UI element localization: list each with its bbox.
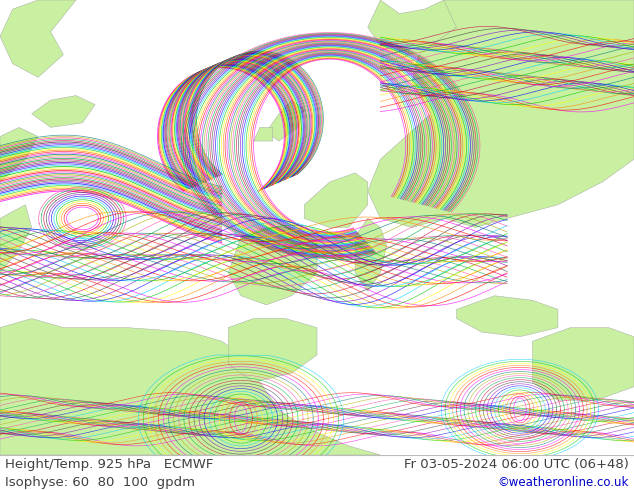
Polygon shape: [266, 100, 304, 141]
Text: Isophyse: 60  80  100  gpdm: Isophyse: 60 80 100 gpdm: [5, 476, 195, 489]
Polygon shape: [0, 0, 76, 77]
Polygon shape: [533, 328, 634, 400]
Polygon shape: [228, 318, 317, 382]
Text: ©weatheronline.co.uk: ©weatheronline.co.uk: [498, 476, 629, 489]
Polygon shape: [368, 0, 469, 54]
Polygon shape: [0, 205, 32, 273]
Polygon shape: [304, 173, 368, 227]
Text: Height/Temp. 925 hPa   ECMWF: Height/Temp. 925 hPa ECMWF: [5, 458, 214, 471]
Polygon shape: [456, 296, 558, 337]
Polygon shape: [228, 227, 317, 305]
Text: Fr 03-05-2024 06:00 UTC (06+48): Fr 03-05-2024 06:00 UTC (06+48): [404, 458, 629, 471]
Polygon shape: [0, 318, 380, 455]
Polygon shape: [254, 127, 273, 141]
Polygon shape: [368, 0, 634, 227]
Polygon shape: [355, 219, 387, 291]
Polygon shape: [32, 96, 95, 127]
Polygon shape: [0, 127, 38, 182]
